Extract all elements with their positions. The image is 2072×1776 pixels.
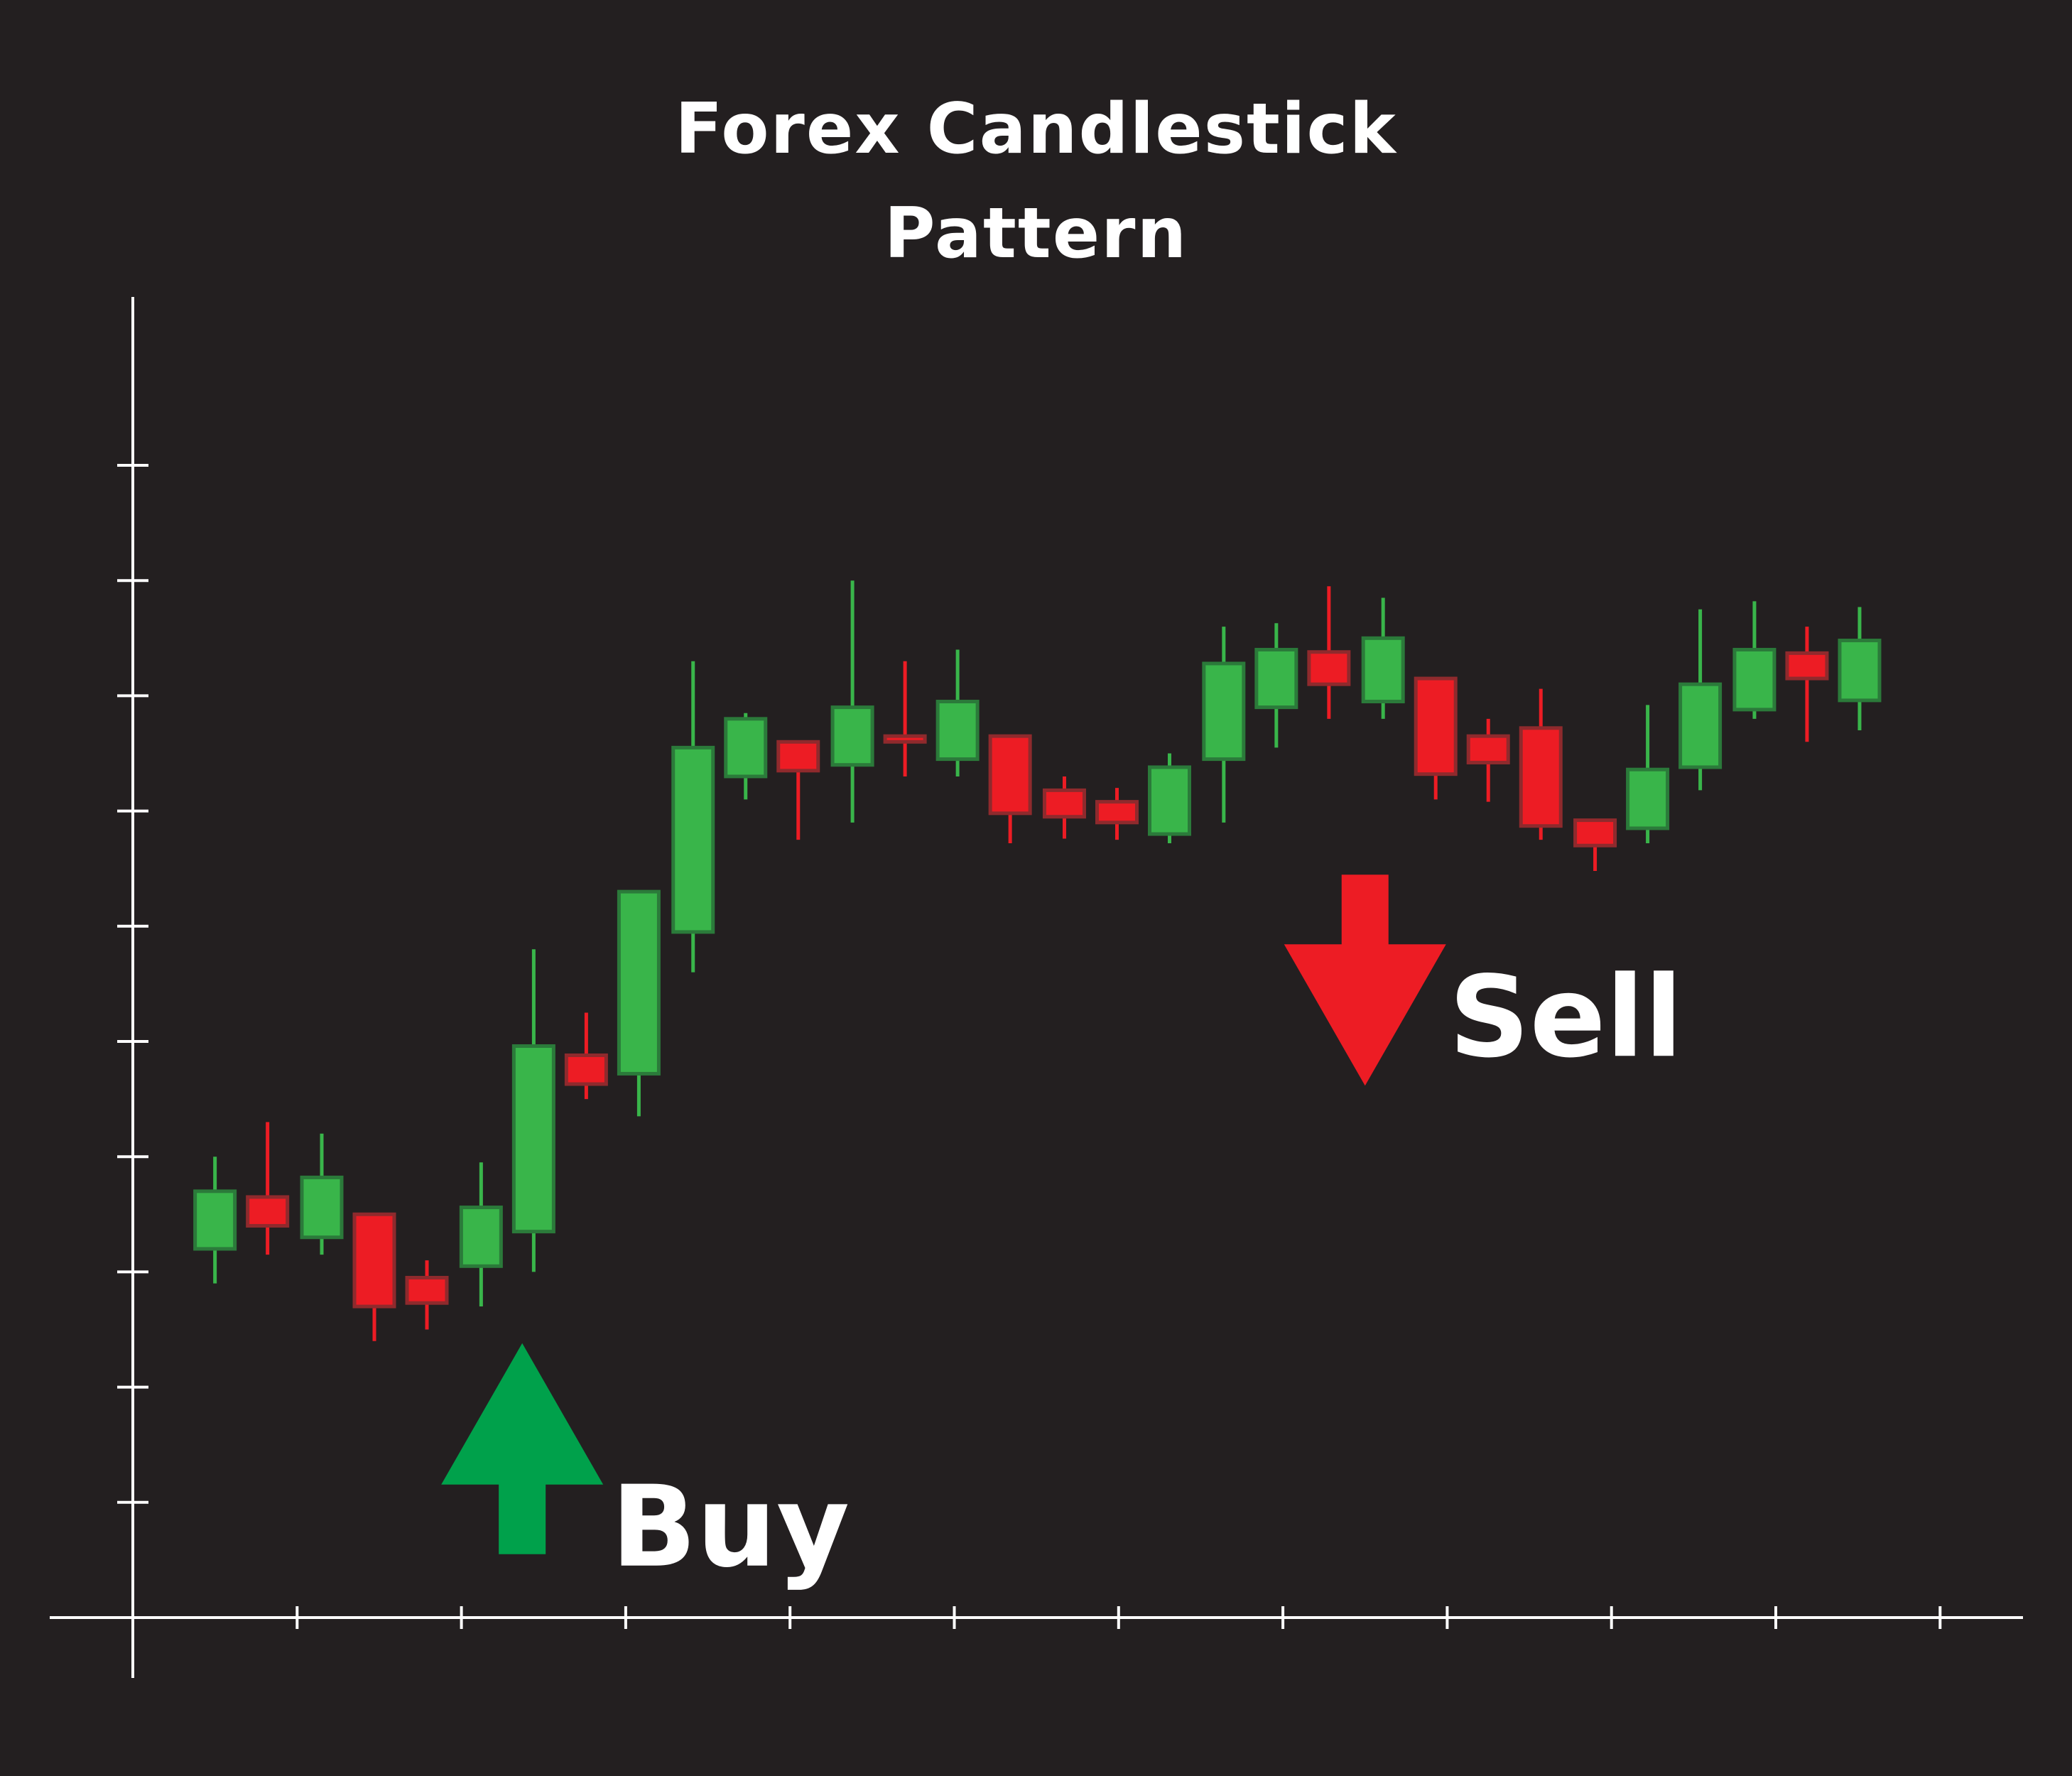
candle-20-bullish bbox=[1202, 627, 1246, 823]
candle-body bbox=[459, 1206, 503, 1268]
candle-19-bullish bbox=[1148, 753, 1192, 844]
candle-body bbox=[1785, 651, 1829, 681]
candle-9-bullish bbox=[617, 889, 661, 1117]
candle-18-bearish bbox=[1095, 788, 1139, 840]
candle-28-bullish bbox=[1626, 705, 1670, 844]
candle-21-bullish bbox=[1254, 623, 1298, 748]
candle-body bbox=[671, 745, 715, 934]
candle-1-bullish bbox=[193, 1157, 237, 1284]
candle-body bbox=[1466, 734, 1510, 764]
signal-annotations: Buy Sell bbox=[441, 875, 1683, 1593]
candle-6-bullish bbox=[459, 1162, 503, 1307]
candle-7-bullish bbox=[511, 949, 555, 1272]
candle-25-bearish bbox=[1466, 718, 1510, 802]
candle-body bbox=[1626, 767, 1670, 830]
candle-body bbox=[1202, 661, 1246, 762]
candle-body bbox=[1414, 676, 1458, 776]
candle-body bbox=[830, 705, 874, 767]
candle-body bbox=[193, 1189, 237, 1251]
candle-13-bullish bbox=[830, 580, 874, 823]
candle-10-bullish bbox=[671, 661, 715, 973]
candle-body bbox=[617, 889, 661, 1076]
candle-17-bearish bbox=[1042, 776, 1086, 839]
axes bbox=[50, 297, 2023, 1678]
candle-29-bullish bbox=[1678, 609, 1723, 791]
candle-23-bullish bbox=[1361, 597, 1405, 719]
chart-title-line-2: Pattern bbox=[884, 193, 1188, 274]
candle-body bbox=[405, 1276, 449, 1305]
candles bbox=[193, 580, 1882, 1341]
candle-body bbox=[1519, 726, 1563, 828]
candle-body bbox=[935, 700, 980, 762]
candle-24-bearish bbox=[1414, 676, 1458, 800]
candle-31-bearish bbox=[1785, 627, 1829, 742]
candle-body bbox=[883, 734, 927, 744]
candle-body bbox=[988, 734, 1032, 816]
candle-body bbox=[564, 1053, 608, 1086]
sell-label: Sell bbox=[1449, 952, 1683, 1083]
candle-11-bullish bbox=[724, 713, 768, 800]
sell-signal: Sell bbox=[1284, 875, 1683, 1086]
candle-12-bearish bbox=[776, 740, 820, 840]
buy-label: Buy bbox=[611, 1462, 850, 1593]
candle-body bbox=[511, 1044, 555, 1234]
candle-body bbox=[1148, 765, 1192, 836]
candle-body bbox=[352, 1212, 396, 1309]
buy-arrow-icon bbox=[441, 1343, 604, 1554]
candle-body bbox=[246, 1195, 290, 1228]
candle-15-bullish bbox=[935, 649, 980, 776]
candle-body bbox=[1361, 636, 1405, 704]
candle-body bbox=[1678, 682, 1723, 769]
candle-body bbox=[300, 1175, 344, 1240]
candle-14-bearish bbox=[883, 661, 927, 776]
candle-body bbox=[724, 717, 768, 779]
candle-27-bearish bbox=[1573, 818, 1617, 871]
candle-body bbox=[1307, 650, 1351, 686]
buy-signal: Buy bbox=[441, 1343, 850, 1593]
candle-body bbox=[1573, 818, 1617, 848]
chart-title-line-1: Forex Candlestick bbox=[675, 89, 1397, 170]
sell-arrow-icon bbox=[1284, 875, 1446, 1086]
candle-4-bearish bbox=[352, 1212, 396, 1341]
candle-body bbox=[1732, 648, 1777, 712]
candle-26-bearish bbox=[1519, 688, 1563, 840]
candle-3-bullish bbox=[300, 1133, 344, 1255]
candle-body bbox=[1838, 639, 1882, 703]
candle-body bbox=[1254, 648, 1298, 710]
candle-16-bearish bbox=[988, 734, 1032, 844]
candle-5-bearish bbox=[405, 1260, 449, 1330]
candle-body bbox=[1095, 800, 1139, 825]
candle-30-bullish bbox=[1732, 601, 1777, 719]
candle-2-bearish bbox=[246, 1122, 290, 1255]
candle-32-bullish bbox=[1838, 607, 1882, 731]
candle-body bbox=[776, 740, 820, 773]
candle-8-bearish bbox=[564, 1012, 608, 1100]
candle-body bbox=[1042, 788, 1086, 819]
candle-22-bearish bbox=[1307, 586, 1351, 719]
